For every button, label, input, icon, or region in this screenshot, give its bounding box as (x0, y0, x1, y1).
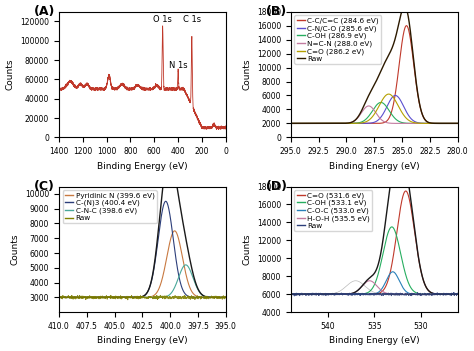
X-axis label: Binding Energy (eV): Binding Energy (eV) (329, 337, 419, 345)
X-axis label: Binding Energy (eV): Binding Energy (eV) (97, 162, 188, 171)
Legend: Pyridinic N (399.6 eV), C-(N)3 (400.4 eV), C-N-C (398.6 eV), Raw: Pyridinic N (399.6 eV), C-(N)3 (400.4 eV… (63, 190, 156, 224)
Text: (B): (B) (266, 5, 287, 18)
Y-axis label: Counts: Counts (242, 233, 251, 265)
X-axis label: Binding Energy (eV): Binding Energy (eV) (329, 162, 419, 171)
Text: (C): (C) (34, 180, 55, 193)
Text: C 1s: C 1s (183, 15, 201, 24)
Text: (D): (D) (266, 180, 288, 193)
X-axis label: Binding Energy (eV): Binding Energy (eV) (97, 337, 188, 345)
Legend: C-C/C=C (284.6 eV), C-N/C-O (285.6 eV), C-OH (286.9 eV), N=C-N (288.0 eV), C=O (: C-C/C=C (284.6 eV), C-N/C-O (285.6 eV), … (294, 15, 381, 64)
Y-axis label: Counts: Counts (242, 59, 251, 90)
Y-axis label: Counts: Counts (10, 233, 19, 265)
Legend: C=O (531.6 eV), C-OH (533.1 eV), C-O-C (533.0 eV), H-O-H (535.5 eV), Raw: C=O (531.6 eV), C-OH (533.1 eV), C-O-C (… (294, 190, 373, 231)
Y-axis label: Counts: Counts (6, 59, 15, 90)
Text: O 1s: O 1s (153, 15, 172, 24)
Text: (A): (A) (34, 5, 55, 18)
Text: N 1s: N 1s (169, 61, 187, 70)
